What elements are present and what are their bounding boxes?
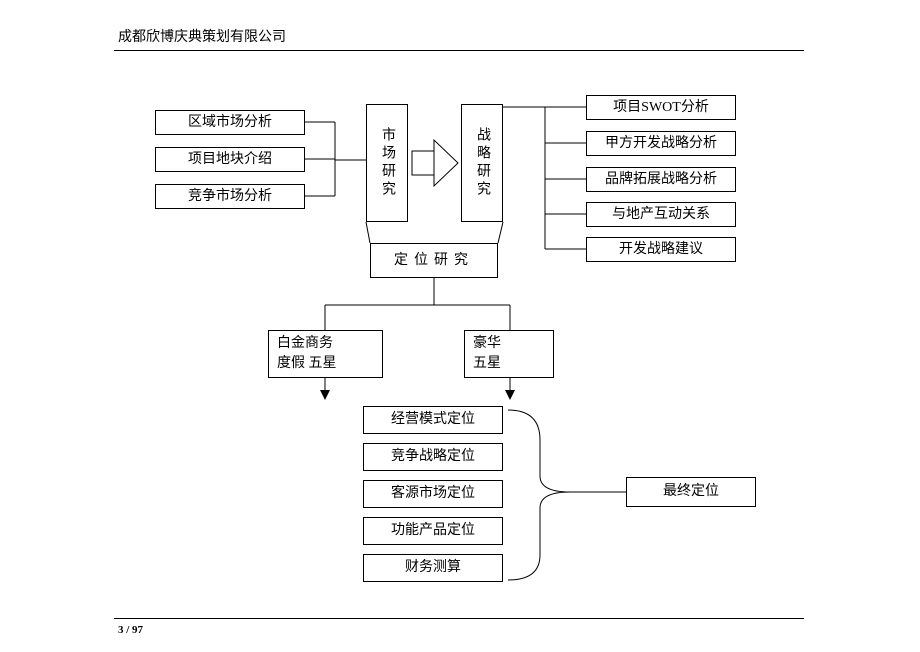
box-competition-strategy: 竞争战略定位 [363, 443, 503, 471]
box-final-positioning: 最终定位 [626, 477, 756, 507]
box-competition-market: 竞争市场分析 [155, 184, 305, 209]
header-rule [114, 50, 804, 51]
box-customer-market: 客源市场定位 [363, 480, 503, 508]
arrow-icon [412, 140, 458, 186]
box-financial: 财务测算 [363, 554, 503, 582]
box-platinum: 白金商务 度假 五星 [268, 330, 383, 378]
page-header: 成都欣博庆典策划有限公司 [118, 26, 286, 46]
footer-rule [114, 618, 804, 619]
box-strategy-research: 战略研究 [461, 104, 503, 222]
box-project-plot: 项目地块介绍 [155, 147, 305, 172]
box-positioning: 定位研究 [370, 243, 498, 278]
box-business-model: 经营模式定位 [363, 406, 503, 434]
box-dev-suggestion: 开发战略建议 [586, 237, 736, 262]
box-regional-market: 区域市场分析 [155, 110, 305, 135]
page-footer: 3 / 97 [118, 624, 143, 636]
box-function-product: 功能产品定位 [363, 517, 503, 545]
box-luxury: 豪华 五星 [464, 330, 554, 378]
box-swot: 项目SWOT分析 [586, 95, 736, 120]
box-developer-strategy: 甲方开发战略分析 [586, 131, 736, 156]
box-realestate-relation: 与地产互动关系 [586, 202, 736, 227]
box-market-research: 市场研究 [366, 104, 408, 222]
box-brand-strategy: 品牌拓展战略分析 [586, 167, 736, 192]
